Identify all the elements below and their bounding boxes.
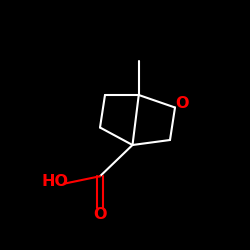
Text: O: O (176, 96, 189, 111)
Text: HO: HO (42, 174, 68, 189)
Text: O: O (93, 207, 107, 222)
